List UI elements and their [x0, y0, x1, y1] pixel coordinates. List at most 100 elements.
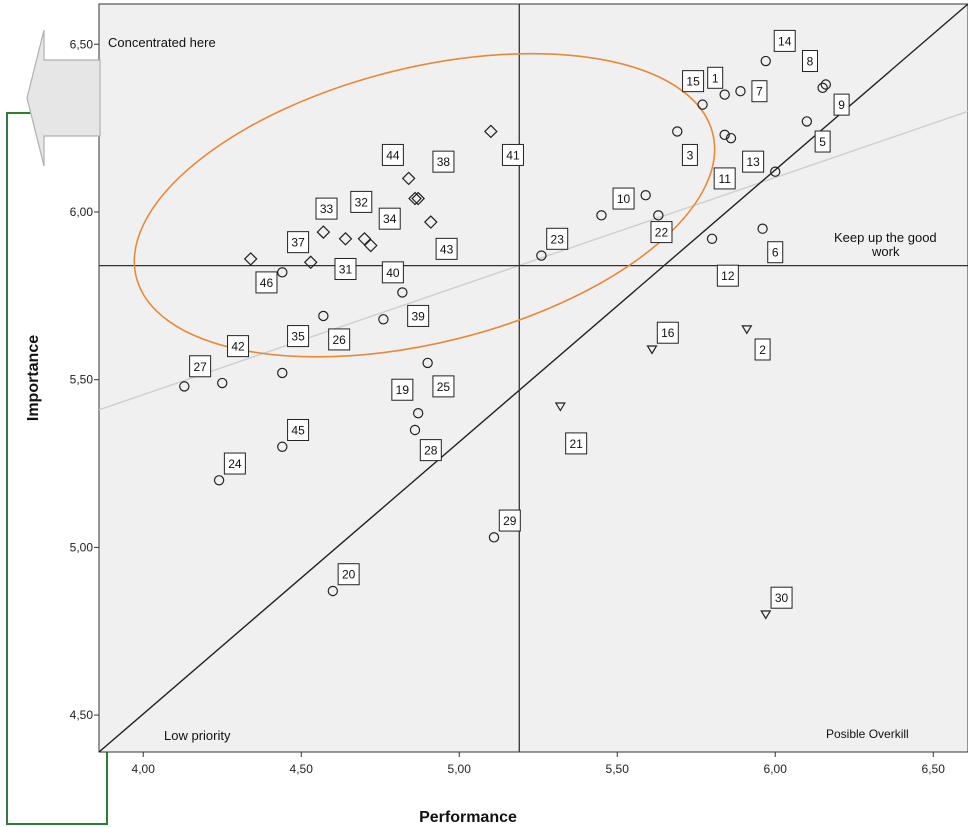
point-25: [422, 357, 433, 369]
annotation-right-mid: Keep up the good work: [834, 230, 940, 259]
label-box-text: 46: [260, 276, 274, 290]
point-11: [719, 129, 730, 141]
label-box-37: 37: [287, 231, 310, 254]
arrow-left-icon[interactable]: [26, 29, 101, 167]
label-box-22: 22: [650, 221, 673, 244]
label-box-text: 30: [775, 591, 789, 605]
point-7: [735, 86, 746, 97]
label-box-frame: [350, 190, 373, 213]
point-16: [646, 345, 658, 355]
point-1: [719, 89, 730, 100]
label-box-frame: [432, 375, 455, 398]
label-box-43: 43: [435, 237, 458, 260]
point-31: [303, 255, 318, 270]
label-box-frame: [223, 452, 246, 475]
label-box-frame: [255, 271, 278, 294]
label-box-frame: [435, 237, 458, 260]
point-13: [770, 166, 781, 177]
label-box-frame: [767, 241, 784, 264]
point-41: [483, 124, 498, 139]
label-box-16: 16: [656, 321, 679, 344]
point-26: [318, 310, 329, 322]
point-38: [401, 171, 416, 186]
point-15: [697, 99, 708, 110]
point-42: [217, 377, 228, 389]
label-box-text: 28: [424, 444, 438, 458]
y-axis: 4,50 5,00 5,50 6,00 6,50: [70, 37, 99, 722]
label-box-frame: [189, 355, 212, 378]
label-box-frame: [707, 66, 724, 89]
x-tick-label: 5,00: [448, 762, 472, 776]
label-box-frame: [565, 432, 588, 455]
label-box-12: 12: [716, 264, 739, 287]
point-extra-3: [725, 132, 737, 144]
label-box-2: 2: [754, 338, 771, 361]
label-box-frame: [287, 325, 310, 348]
label-box-text: 33: [320, 202, 334, 216]
point-44: [408, 191, 422, 206]
point-5: [801, 116, 813, 127]
label-box-frame: [378, 207, 401, 230]
label-box-frame: [381, 143, 404, 166]
x-tick-label: 6,50: [922, 762, 946, 776]
highlight-ellipse: [133, 52, 716, 358]
label-box-frame: [682, 70, 705, 93]
label-box-31: 31: [334, 257, 357, 280]
point-21: [554, 402, 566, 412]
point-extra-2: [640, 189, 651, 201]
label-box-11: 11: [713, 167, 736, 190]
label-box-frame: [713, 167, 736, 190]
label-box-text: 1: [712, 71, 719, 85]
x-tick-label: 6,00: [764, 762, 788, 776]
label-box-23: 23: [546, 227, 569, 250]
label-box-29: 29: [498, 509, 521, 532]
label-box-frame: [742, 150, 765, 173]
label-box-32: 32: [350, 190, 373, 213]
label-box-text: 16: [661, 326, 675, 340]
label-box-42: 42: [227, 335, 250, 358]
point-37: [243, 252, 258, 266]
label-box-frame: [681, 143, 698, 166]
point-30: [760, 610, 772, 620]
label-box-13: 13: [742, 150, 765, 173]
label-box-34: 34: [378, 207, 401, 230]
label-box-44: 44: [381, 143, 404, 166]
point-extra-0: [357, 231, 372, 246]
label-box-frame: [770, 586, 793, 609]
label-box-text: 27: [193, 360, 207, 374]
y-tick-label: 5,50: [70, 373, 94, 387]
point-9: [820, 79, 832, 90]
label-box-text: 19: [396, 383, 410, 397]
label-box-7: 7: [751, 80, 768, 103]
y-tick-label: 5,00: [70, 540, 94, 554]
label-box-text: 39: [411, 309, 425, 323]
label-box-frame: [381, 261, 404, 284]
y-tick-label: 4,50: [70, 708, 94, 722]
label-box-frame: [546, 227, 569, 250]
point-19: [412, 408, 424, 419]
label-box-frame: [650, 221, 673, 244]
label-box-text: 38: [437, 155, 451, 169]
label-box-frame: [287, 231, 310, 254]
label-box-text: 5: [819, 135, 826, 149]
point-28: [409, 424, 421, 436]
label-box-1: 1: [707, 66, 724, 89]
label-box-frame: [612, 187, 635, 210]
label-box-33: 33: [315, 197, 338, 220]
label-box-26: 26: [328, 328, 351, 351]
label-box-6: 6: [767, 241, 784, 264]
label-box-text: 21: [569, 437, 583, 451]
point-35: [277, 367, 288, 379]
points-layer: [179, 55, 832, 620]
label-box-frame: [501, 143, 524, 166]
point-22: [653, 210, 664, 221]
label-box-15: 15: [682, 70, 705, 93]
label-box-frame: [328, 328, 351, 351]
point-24: [213, 475, 225, 486]
label-box-text: 13: [746, 155, 760, 169]
label-box-21: 21: [565, 432, 588, 455]
label-box-8: 8: [802, 50, 818, 73]
x-axis-title: Performance: [419, 809, 517, 826]
diagonal-line: [99, 4, 968, 752]
